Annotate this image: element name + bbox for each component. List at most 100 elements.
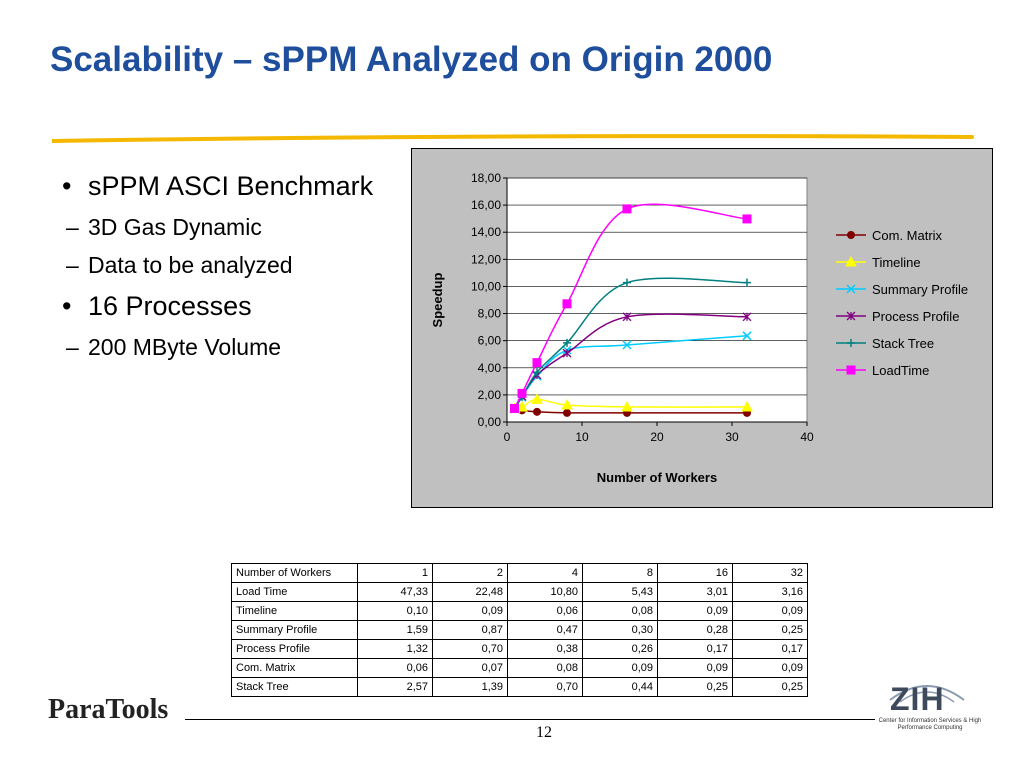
table-cell: 0,09 bbox=[732, 658, 808, 678]
bullet-item: • 16 Processes bbox=[62, 290, 402, 322]
legend-marker bbox=[846, 365, 856, 375]
table-cell: 0,08 bbox=[507, 658, 583, 678]
data-point bbox=[533, 368, 541, 377]
data-point bbox=[517, 388, 527, 398]
bullet-glyph: • bbox=[62, 291, 72, 321]
data-point bbox=[741, 400, 753, 412]
data-point bbox=[510, 403, 519, 413]
chart-svg: 0,00 2,00 4,00 6,00 8,00 10,00 12,00 14,00 16,00… bbox=[430, 171, 968, 485]
page-number: 12 bbox=[536, 724, 552, 741]
table-cell: 1,32 bbox=[357, 639, 433, 659]
slide-title: Scalability – sPPM Analyzed on Origin 20… bbox=[50, 40, 773, 79]
sub-bullet-text: Data to be analyzed bbox=[88, 252, 293, 278]
table-cell: 0,87 bbox=[432, 620, 508, 640]
y-tick-label: 8,00 bbox=[478, 307, 502, 321]
table-cell: 0,70 bbox=[432, 639, 508, 659]
data-point bbox=[562, 299, 572, 309]
table-cell: 10,80 bbox=[507, 582, 583, 602]
table-cell: 0,25 bbox=[732, 677, 808, 697]
data-point bbox=[743, 278, 751, 287]
table-cell: 0,08 bbox=[582, 601, 658, 621]
sub-bullet-item: –200 MByte Volume bbox=[17, 332, 402, 362]
table-cell: 0,28 bbox=[657, 620, 733, 640]
table-cell: 0,38 bbox=[507, 639, 583, 659]
x-tick-label: 30 bbox=[725, 430, 739, 444]
data-point bbox=[742, 312, 752, 322]
table-cell: 0,25 bbox=[732, 620, 808, 640]
table-cell: 1,59 bbox=[357, 620, 433, 640]
data-point bbox=[562, 348, 572, 358]
y-tick-label: 18,00 bbox=[471, 171, 501, 185]
table-row: Com. Matrix 0,06 0,07 0,08 0,09 0,09 0,09 bbox=[231, 658, 808, 678]
x-tick-label: 0 bbox=[504, 430, 511, 444]
data-point bbox=[622, 312, 632, 322]
x-tick-label: 20 bbox=[650, 430, 664, 444]
x-tick-label: 40 bbox=[800, 430, 814, 444]
table-cell: 3,01 bbox=[657, 582, 733, 602]
y-tick-label: 16,00 bbox=[471, 198, 501, 212]
table-cell: 32 bbox=[732, 563, 808, 583]
data-point bbox=[621, 400, 633, 412]
table-row-label: Timeline bbox=[231, 601, 358, 621]
table-cell: 0,25 bbox=[657, 677, 733, 697]
table-cell: 0,26 bbox=[582, 639, 658, 659]
sub-bullet-item: – Data to be analyzed bbox=[17, 250, 402, 280]
y-tick-label: 10,00 bbox=[471, 279, 501, 293]
legend-label: Stack Tree bbox=[872, 336, 934, 351]
bullet-item: • sPPM ASCI Benchmark bbox=[62, 170, 402, 202]
table-cell: 0,47 bbox=[507, 620, 583, 640]
table-header-row: Number of Workers 1 2 4 8 16 32 bbox=[231, 563, 808, 583]
y-tick-label: 4,00 bbox=[478, 361, 502, 375]
legend-marker bbox=[846, 311, 856, 321]
bullet-text: sPPM ASCI Benchmark bbox=[88, 171, 374, 201]
data-point bbox=[563, 338, 571, 347]
data-point bbox=[516, 400, 528, 412]
table-row-label: Stack Tree bbox=[231, 677, 358, 697]
y-tick-label: 12,00 bbox=[471, 252, 501, 266]
dash-glyph: – bbox=[66, 334, 79, 360]
x-axis-title: Number of Workers bbox=[597, 470, 717, 485]
title-underline bbox=[52, 134, 974, 143]
y-tick-label: 0,00 bbox=[478, 415, 502, 429]
data-point bbox=[531, 393, 543, 404]
table-cell: 2,57 bbox=[357, 677, 433, 697]
bullet-glyph: • bbox=[62, 171, 72, 201]
legend-label: LoadTime bbox=[872, 363, 929, 378]
x-tick-label: 10 bbox=[575, 430, 589, 444]
data-point bbox=[533, 407, 541, 416]
timing-table: Number of Workers 1 2 4 8 16 32 Load Time 47,33 2… bbox=[231, 563, 808, 697]
table-row: Load Time 47,33 22,48 10,80 5,43 3,01 3,16 bbox=[231, 582, 808, 602]
legend-marker bbox=[846, 284, 856, 294]
table-cell: 0,17 bbox=[657, 639, 733, 659]
table-cell: 0,07 bbox=[432, 658, 508, 678]
table-cell: 5,43 bbox=[582, 582, 658, 602]
data-point bbox=[622, 204, 632, 214]
table-cell: 0,06 bbox=[507, 601, 583, 621]
table-cell: 0,10 bbox=[357, 601, 433, 621]
table-row: Summary Profile 1,59 0,87 0,47 0,30 0,28 0,25 bbox=[231, 620, 808, 640]
table-cell: 0,09 bbox=[432, 601, 508, 621]
y-tick-label: 6,00 bbox=[478, 334, 502, 348]
legend-marker bbox=[847, 231, 855, 239]
zih-subtitle: Center for Information Services & High P… bbox=[878, 718, 982, 731]
table-cell: 22,48 bbox=[432, 582, 508, 602]
table-row-label: Com. Matrix bbox=[231, 658, 358, 678]
table-cell: 0,09 bbox=[657, 658, 733, 678]
table-cell: 0,44 bbox=[582, 677, 658, 697]
table-row: Process Profile 1,32 0,70 0,38 0,26 0,17 0,17 bbox=[231, 639, 808, 659]
sub-bullet-text: 3D Gas Dynamic bbox=[88, 214, 262, 240]
zih-logo-arc-icon bbox=[889, 685, 965, 703]
table-cell: 0,09 bbox=[657, 601, 733, 621]
data-point bbox=[561, 399, 573, 410]
footer-divider bbox=[185, 719, 875, 720]
sub-bullet-item: –3D Gas Dynamic bbox=[17, 212, 402, 242]
legend-label: Com. Matrix bbox=[872, 228, 943, 243]
plot-area bbox=[506, 177, 808, 423]
legend-marker bbox=[847, 339, 855, 347]
legend-label: Summary Profile bbox=[872, 282, 968, 297]
data-point bbox=[563, 408, 571, 417]
table-cell: 8 bbox=[582, 563, 658, 583]
paratools-logo: ParaTools bbox=[48, 694, 169, 725]
table-cell: 3,16 bbox=[732, 582, 808, 602]
data-point bbox=[742, 331, 752, 341]
